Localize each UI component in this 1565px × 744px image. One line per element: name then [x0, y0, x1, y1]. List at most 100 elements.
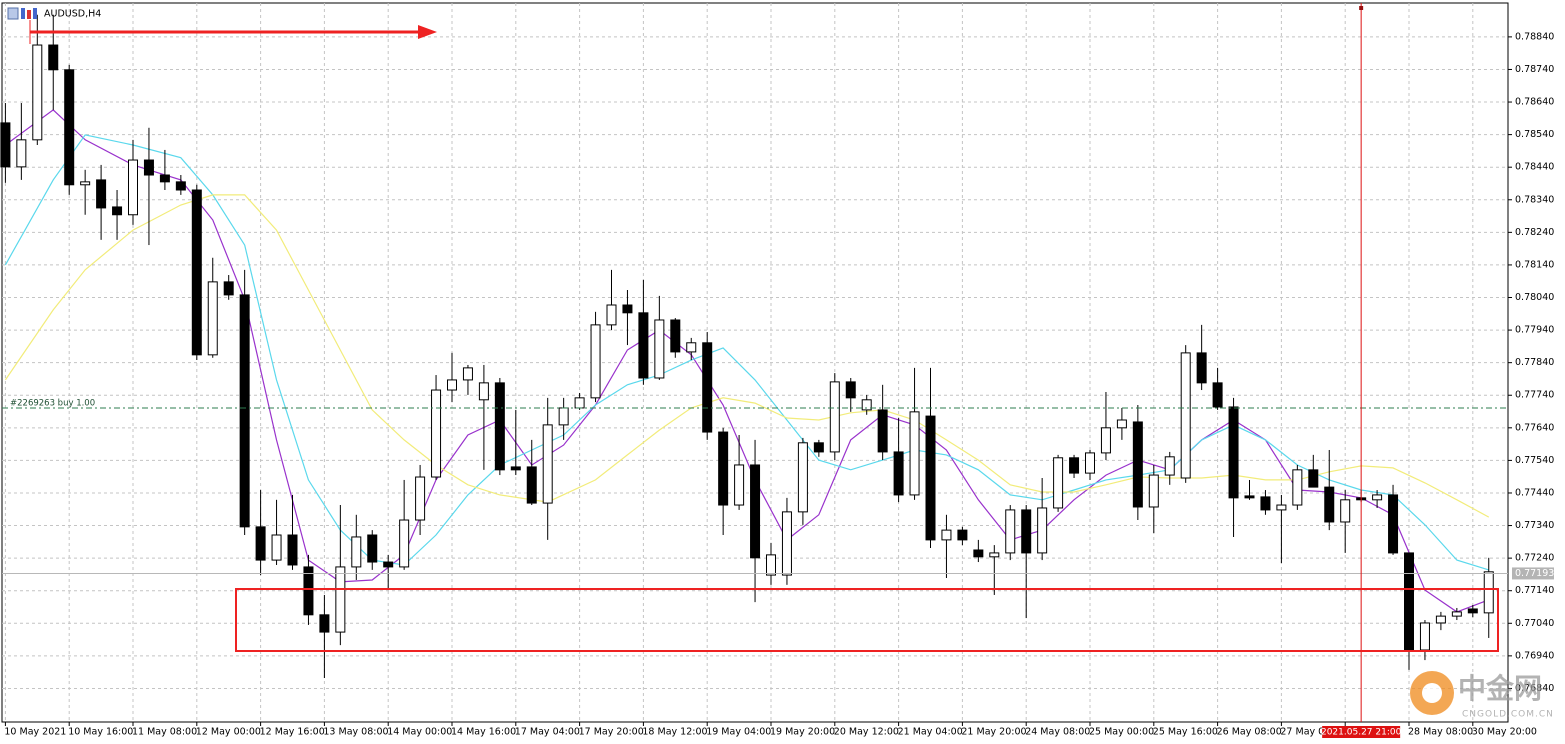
candle-body: [925, 415, 936, 541]
y-tick-label: 0.78540: [1515, 129, 1554, 140]
y-tick-label: 0.78440: [1515, 162, 1554, 173]
candle-body: [797, 442, 808, 513]
x-tick-label: 12 May 16:00: [260, 727, 325, 738]
y-tick-label: 0.78840: [1515, 31, 1554, 42]
candle-body: [1164, 456, 1175, 476]
x-tick-label: 24 May 08:00: [1025, 727, 1090, 738]
candle-body: [207, 281, 218, 356]
candle-body: [718, 431, 729, 506]
x-tick-label: 30 May 20:00: [1472, 727, 1537, 738]
candle-body: [813, 442, 824, 453]
watermark-name: 中金网: [1458, 672, 1542, 705]
candle-body: [1021, 509, 1032, 554]
y-tick-label: 0.76940: [1515, 650, 1554, 661]
current-price-label: 0.77193: [1515, 568, 1554, 579]
y-tick-label: 0.77240: [1515, 553, 1554, 564]
arrow-head: [418, 25, 437, 39]
candle-body: [1324, 486, 1335, 523]
y-tick-label: 0.77840: [1515, 357, 1554, 368]
candle-body: [893, 451, 904, 496]
y-tick-label: 0.77640: [1515, 422, 1554, 433]
candle-body: [526, 466, 537, 504]
symbol-icon: [7, 7, 37, 20]
y-tick-label: 0.77040: [1515, 618, 1554, 629]
candle-body: [319, 614, 330, 633]
watermark-logo-core: [1422, 683, 1442, 703]
y-tick-label: 0.78740: [1515, 64, 1554, 75]
x-tick-label: 20 May 12:00: [834, 727, 899, 738]
candle-body: [1196, 352, 1207, 384]
candle-body: [1276, 504, 1287, 511]
cursor-label: 2021.05.27 21:00: [1321, 728, 1402, 738]
candle-body: [590, 324, 601, 399]
candle-body: [670, 319, 681, 353]
candle-body: [239, 294, 250, 528]
candle-body: [1340, 499, 1351, 523]
candle-body: [1069, 457, 1080, 474]
x-tick-label: 18 May 12:00: [642, 727, 707, 738]
candle-body: [861, 399, 872, 411]
candle-body: [1132, 421, 1143, 508]
candle-body: [750, 464, 761, 559]
candle-body: [96, 179, 107, 209]
candle-body: [447, 379, 457, 391]
candle-body: [1116, 419, 1127, 429]
y-tick-label: 0.77440: [1515, 487, 1554, 498]
candle-body: [32, 44, 43, 141]
x-tick-label: 27 May 00:00: [1280, 727, 1345, 738]
candle-body: [1180, 352, 1191, 479]
y-tick-label: 0.78340: [1515, 194, 1554, 205]
candle-body: [845, 381, 856, 399]
candle-body: [1005, 509, 1016, 554]
x-tick-label: 25 May 00:00: [1089, 727, 1154, 738]
candle-body: [112, 206, 123, 216]
candles: [0, 14, 1494, 679]
y-tick-label: 0.78140: [1515, 259, 1554, 270]
candle-body: [510, 466, 521, 471]
x-tick-label: 14 May 00:00: [387, 727, 452, 738]
y-tick-label: 0.77940: [1515, 325, 1554, 336]
candle-body: [367, 534, 378, 563]
candle-body: [143, 159, 154, 176]
cursor-marker: [1359, 6, 1364, 10]
candle-body: [1372, 494, 1383, 501]
x-tick-label: 19 May 20:00: [770, 727, 835, 738]
candle-body: [48, 44, 59, 71]
candle-body: [734, 464, 745, 506]
candle-body: [1388, 494, 1399, 554]
x-tick-label: 13 May 08:00: [323, 727, 388, 738]
x-tick-label: 17 May 20:00: [579, 727, 644, 738]
candle-body: [686, 342, 697, 353]
y-tick-label: 0.77140: [1515, 585, 1554, 596]
candle-body: [638, 312, 649, 379]
candle-body: [542, 424, 553, 504]
candle-body: [654, 319, 665, 379]
y-tick-label: 0.77540: [1515, 455, 1554, 466]
moving-average: [4, 194, 1490, 518]
candle-body: [80, 181, 91, 186]
candle-body: [574, 397, 585, 409]
candle-body: [478, 382, 489, 401]
candle-body: [0, 122, 11, 168]
candle-body: [431, 389, 442, 478]
candle-body: [1228, 406, 1239, 499]
candle-body: [1053, 457, 1064, 509]
candle-body: [303, 566, 314, 616]
candle-body: [909, 411, 920, 496]
x-tick-label: 11 May 08:00: [132, 727, 197, 738]
x-tick-label: 17 May 04:00: [515, 727, 580, 738]
candle-body: [494, 382, 505, 471]
candle-body: [941, 529, 952, 541]
candle-body: [781, 511, 792, 576]
y-tick-label: 0.78240: [1515, 227, 1554, 238]
candle-body: [1467, 608, 1478, 614]
candle-body: [1100, 427, 1111, 454]
candle-body: [702, 342, 713, 433]
candle-body: [64, 69, 75, 186]
candle-body: [1085, 452, 1095, 474]
order-label: #2269263 buy 1.00: [10, 398, 95, 408]
candle-body: [1451, 611, 1462, 617]
candle-body: [1148, 474, 1159, 508]
x-tick-label: 26 May 08:00: [1217, 727, 1282, 738]
candle-body: [957, 529, 968, 541]
